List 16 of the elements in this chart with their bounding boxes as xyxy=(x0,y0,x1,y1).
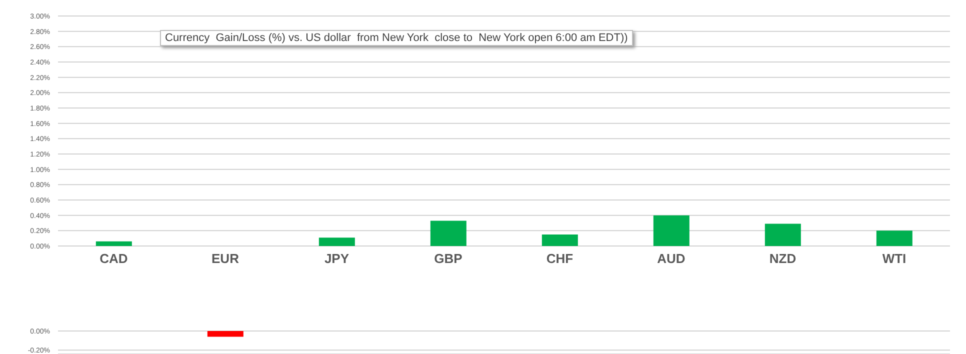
x-tick-label: CAD xyxy=(100,251,128,266)
bar xyxy=(318,238,355,246)
x-tick-label: WTI xyxy=(882,251,906,266)
bar xyxy=(876,230,912,246)
text: Currency Gain/Loss (%) vs. US dollar from New York close to New York open 6:00 am EDT)) xyxy=(160,30,633,46)
bar xyxy=(764,224,801,246)
bar xyxy=(430,220,466,246)
x-tick-label: JPY xyxy=(324,251,350,266)
bar xyxy=(96,241,132,246)
x-tick-label: CHF xyxy=(546,251,574,266)
x-tick-label: EUR xyxy=(212,251,240,266)
x-tick-label: NZD xyxy=(769,251,796,266)
x-tick-label: GBP xyxy=(434,251,463,266)
bar xyxy=(653,215,690,246)
x-tick-label: AUD xyxy=(657,251,686,266)
bar xyxy=(542,234,578,246)
